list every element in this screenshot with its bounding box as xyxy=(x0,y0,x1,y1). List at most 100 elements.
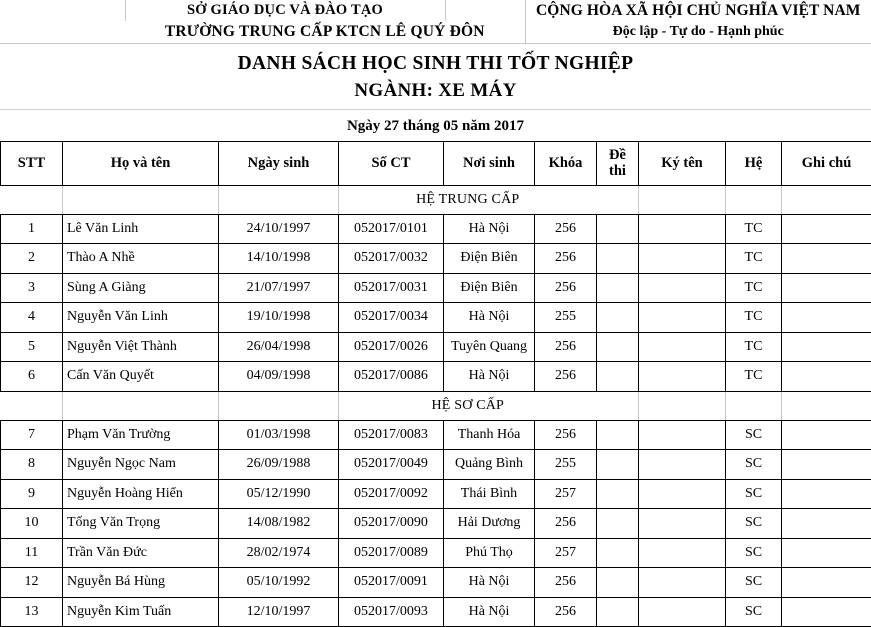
cell-khoa: 257 xyxy=(535,538,597,568)
cell-ghichu xyxy=(782,362,871,392)
cell-kyten xyxy=(639,244,726,274)
cell-name: Cấn Văn Quyết xyxy=(63,362,219,392)
cell-ghichu xyxy=(782,538,871,568)
cell-dethi xyxy=(597,597,639,627)
cell-khoa: 256 xyxy=(535,273,597,303)
masthead-spacer-left xyxy=(0,0,125,21)
cell-noisinh: Điện Biên xyxy=(444,273,535,303)
cell-he: SC xyxy=(726,538,782,568)
cell-he: SC xyxy=(726,597,782,627)
cell-dethi xyxy=(597,450,639,480)
school-name: TRƯỜNG TRUNG CẤP KTCN LÊ QUÝ ĐÔN xyxy=(125,21,525,43)
cell-stt: 11 xyxy=(1,538,63,568)
column-header-he: Hệ xyxy=(726,141,782,185)
cell-stt: 3 xyxy=(1,273,63,303)
section-row-spacer-ghichu xyxy=(782,185,871,214)
cell-dob: 01/03/1998 xyxy=(219,420,339,450)
cell-dob: 12/10/1997 xyxy=(219,597,339,627)
section-row-spacer-dethi xyxy=(597,391,639,420)
cell-noisinh: Điện Biên xyxy=(444,244,535,274)
cell-soct: 052017/0089 xyxy=(339,538,444,568)
cell-stt: 1 xyxy=(1,214,63,244)
title-block: DANH SÁCH HỌC SINH THI TỐT NGHIỆP NGÀNH:… xyxy=(0,44,871,104)
section-row-spacer-he xyxy=(726,185,782,214)
cell-ghichu xyxy=(782,273,871,303)
cell-ghichu xyxy=(782,597,871,627)
nation-name: CỘNG HÒA XÃ HỘI CHỦ NGHĨA VIỆT NAM xyxy=(525,0,871,21)
cell-noisinh: Quảng Bình xyxy=(444,450,535,480)
column-header-kyten: Ký tên xyxy=(639,141,726,185)
column-header-name: Họ và tên xyxy=(63,141,219,185)
cell-he: TC xyxy=(726,244,782,274)
cell-name: Sùng A Giàng xyxy=(63,273,219,303)
cell-name: Lê Văn Linh xyxy=(63,214,219,244)
cell-dob: 24/10/1997 xyxy=(219,214,339,244)
cell-ghichu xyxy=(782,303,871,333)
page-subtitle: NGÀNH: XE MÁY xyxy=(0,77,871,104)
column-header-dethi-line2: thi xyxy=(609,163,626,179)
cell-stt: 9 xyxy=(1,479,63,509)
student-roster-table: STT Họ và tên Ngày sinh Số CT Nơi sinh K… xyxy=(0,141,871,627)
cell-name: Nguyễn Việt Thành xyxy=(63,332,219,362)
column-header-dethi: Đề thi xyxy=(597,141,639,185)
cell-noisinh: Hải Dương xyxy=(444,509,535,539)
cell-name: Phạm Văn Trường xyxy=(63,420,219,450)
masthead-spacer-left-2 xyxy=(0,21,125,43)
cell-he: TC xyxy=(726,214,782,244)
masthead: SỞ GIÁO DỤC VÀ ĐÀO TẠO CỘNG HÒA XÃ HỘI C… xyxy=(0,0,871,44)
cell-noisinh: Hà Nội xyxy=(444,568,535,598)
cell-noisinh: Tuyên Quang xyxy=(444,332,535,362)
cell-kyten xyxy=(639,538,726,568)
section-row-spacer-stt xyxy=(1,391,63,420)
table-header-row: STT Họ và tên Ngày sinh Số CT Nơi sinh K… xyxy=(1,141,871,185)
column-header-dob: Ngày sinh xyxy=(219,141,339,185)
cell-ghichu xyxy=(782,214,871,244)
masthead-spacer-mid xyxy=(445,0,525,21)
cell-he: TC xyxy=(726,362,782,392)
cell-kyten xyxy=(639,273,726,303)
cell-khoa: 255 xyxy=(535,450,597,480)
cell-dob: 26/09/1988 xyxy=(219,450,339,480)
cell-dob: 28/02/1974 xyxy=(219,538,339,568)
cell-stt: 2 xyxy=(1,244,63,274)
cell-dob: 14/08/1982 xyxy=(219,509,339,539)
cell-dethi xyxy=(597,214,639,244)
cell-dethi xyxy=(597,362,639,392)
cell-dethi xyxy=(597,244,639,274)
section-row-spacer-dob xyxy=(219,185,339,214)
cell-ghichu xyxy=(782,450,871,480)
department-name: SỞ GIÁO DỤC VÀ ĐÀO TẠO xyxy=(125,0,445,21)
cell-dob: 21/07/1997 xyxy=(219,273,339,303)
cell-kyten xyxy=(639,332,726,362)
cell-dethi xyxy=(597,420,639,450)
cell-soct: 052017/0049 xyxy=(339,450,444,480)
section-row-spacer-dob xyxy=(219,391,339,420)
cell-dob: 05/10/1992 xyxy=(219,568,339,598)
cell-he: TC xyxy=(726,303,782,333)
cell-soct: 052017/0026 xyxy=(339,332,444,362)
cell-he: SC xyxy=(726,568,782,598)
cell-kyten xyxy=(639,420,726,450)
section-header-row: HỆ TRUNG CẤP xyxy=(1,185,871,214)
cell-ghichu xyxy=(782,332,871,362)
date-line-wrapper: Ngày 27 tháng 05 năm 2017 xyxy=(0,109,871,141)
cell-name: Nguyễn Hoàng Hiển xyxy=(63,479,219,509)
cell-soct: 052017/0092 xyxy=(339,479,444,509)
cell-name: Nguyễn Ngọc Nam xyxy=(63,450,219,480)
cell-dob: 04/09/1998 xyxy=(219,362,339,392)
cell-ghichu xyxy=(782,479,871,509)
cell-name: Thào A Nhề xyxy=(63,244,219,274)
column-header-noisinh: Nơi sinh xyxy=(444,141,535,185)
cell-stt: 4 xyxy=(1,303,63,333)
cell-khoa: 256 xyxy=(535,214,597,244)
cell-name: Tống Văn Trọng xyxy=(63,509,219,539)
cell-noisinh: Hà Nội xyxy=(444,303,535,333)
cell-name: Nguyễn Kim Tuấn xyxy=(63,597,219,627)
